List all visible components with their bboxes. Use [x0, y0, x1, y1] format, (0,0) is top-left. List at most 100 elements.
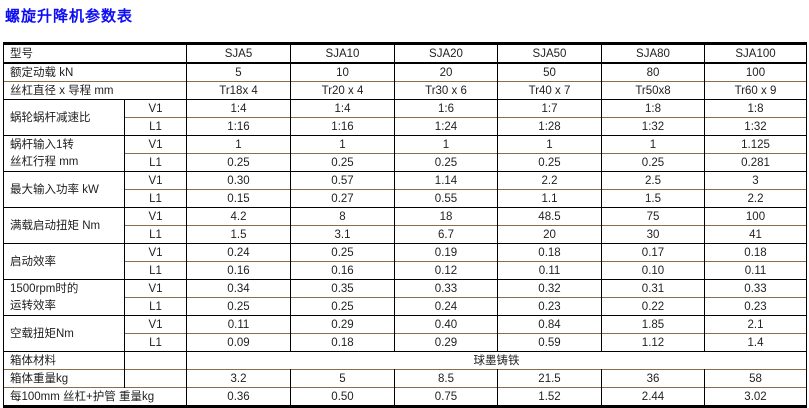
- value-cell: 48.5: [497, 207, 602, 226]
- table-row: 箱体重量kg 3.2 5 8.5 21.5 36 58: [3, 369, 807, 388]
- value-cell: 0.27: [290, 189, 395, 208]
- value-cell: 0.19: [394, 243, 498, 262]
- value-cell: 1:32: [601, 117, 705, 136]
- value-cell: 0.40: [394, 315, 498, 334]
- value-cell: 0.25: [290, 153, 395, 172]
- value-cell: 0.25: [186, 297, 291, 316]
- table-row: L1 0.15 0.27 0.55 1.1 1.5 2.2: [4, 189, 807, 208]
- value-cell: 1:8: [704, 99, 807, 118]
- value-cell: 1:6: [394, 99, 498, 118]
- row-label-cell: 每100mm 丝杠+护管 重量kg: [3, 387, 187, 407]
- value-cell: 1.4: [704, 333, 807, 352]
- value-cell: 0.09: [186, 333, 291, 352]
- value-cell: 0.25: [601, 153, 705, 172]
- model-header-cell: SJA100: [704, 43, 807, 64]
- value-cell: 58: [704, 369, 807, 388]
- speed-variant-cell: L1: [124, 225, 187, 244]
- value-cell: 3.2: [186, 369, 291, 388]
- value-cell: 0.25: [186, 153, 291, 172]
- table-row: 额定动载 kN 5 10 20 50 80 100: [3, 62, 807, 82]
- value-cell: 20: [394, 62, 498, 82]
- value-cell: 1.14: [394, 171, 498, 190]
- value-cell: 1:4: [290, 99, 395, 118]
- value-cell: 4.2: [186, 207, 291, 226]
- value-cell: Tr60 x 9: [704, 81, 807, 100]
- value-cell: 5: [186, 62, 291, 82]
- value-cell: 0.84: [497, 315, 602, 334]
- value-cell: 0.23: [497, 297, 602, 316]
- table-row: L1 0.09 0.18 0.29 0.59 1.12 1.4: [4, 333, 807, 352]
- value-cell: 0.15: [186, 189, 291, 208]
- value-cell: 1:16: [290, 117, 395, 136]
- table-row: L1 0.16 0.16 0.12 0.11 0.10 0.11: [4, 261, 807, 280]
- value-cell: 0.16: [290, 261, 395, 280]
- value-cell: 1: [290, 135, 395, 154]
- value-cell: 1:28: [497, 117, 602, 136]
- row-label-cell: 型号: [3, 43, 187, 64]
- value-cell: 1:16: [186, 117, 291, 136]
- value-cell: Tr18x 4: [186, 81, 291, 100]
- value-cell: 0.59: [497, 333, 602, 352]
- speed-variant-cell: L1: [124, 333, 187, 352]
- row-label-cell: 满载启动扭矩 Nm: [3, 207, 125, 244]
- value-cell: 1:7: [497, 99, 602, 118]
- value-cell: 0.29: [394, 333, 498, 352]
- value-cell: 0.29: [290, 315, 395, 334]
- value-cell: 21.5: [497, 369, 602, 388]
- value-cell: 20: [497, 225, 602, 244]
- value-cell: 1: [601, 135, 705, 154]
- value-cell: 0.11: [186, 315, 291, 334]
- model-header-cell: SJA10: [290, 43, 395, 64]
- table-row: L1 0.25 0.25 0.24 0.23 0.22 0.23: [4, 297, 807, 316]
- value-cell: 0.18: [290, 333, 395, 352]
- speed-variant-cell: V1: [124, 279, 187, 298]
- value-cell: 1:24: [394, 117, 498, 136]
- model-header-cell: SJA50: [497, 43, 602, 64]
- value-cell: 100: [704, 62, 807, 82]
- table-row: 启动效率 V1 0.24 0.25 0.19 0.18 0.17 0.18: [3, 243, 807, 280]
- params-table-body: 型号 SJA5 SJA10 SJA20 SJA50 SJA80 SJA100 额定动载 kN 5…: [3, 43, 807, 407]
- value-cell: 80: [601, 62, 705, 82]
- table-row: 箱体材料 球墨铸铁: [3, 351, 807, 370]
- row-label-cell: 启动效率: [3, 243, 125, 280]
- value-cell: 2.44: [601, 387, 705, 407]
- value-cell: 球墨铸铁: [186, 351, 807, 370]
- value-cell: 0.11: [497, 261, 602, 280]
- value-cell: 3: [704, 171, 807, 190]
- value-cell: 0.24: [186, 243, 291, 262]
- speed-variant-cell: L1: [124, 189, 187, 208]
- value-cell: 0.11: [704, 261, 807, 280]
- row-label-cell: 额定动载 kN: [3, 62, 187, 82]
- value-cell: 2.1: [704, 315, 807, 334]
- table-row: 蜗轮蜗杆减速比 V1 1:4 1:4 1:6 1:7 1:8 1:8: [3, 99, 807, 136]
- speed-variant-cell: V1: [124, 171, 187, 190]
- value-cell: 50: [497, 62, 602, 82]
- value-cell: 1.5: [601, 189, 705, 208]
- table-row: 最大输入功率 kW V1 0.30 0.57 1.14 2.2 2.5 3: [3, 171, 807, 208]
- value-cell: 1.85: [601, 315, 705, 334]
- value-cell: 0.30: [186, 171, 291, 190]
- speed-variant-cell: [124, 369, 187, 388]
- value-cell: 1: [497, 135, 602, 154]
- value-cell: 1:8: [601, 99, 705, 118]
- value-cell: 0.31: [601, 279, 705, 298]
- value-cell: 0.55: [394, 189, 498, 208]
- value-cell: 0.33: [704, 279, 807, 298]
- value-cell: 0.16: [186, 261, 291, 280]
- value-cell: 30: [601, 225, 705, 244]
- value-cell: 0.57: [290, 171, 395, 190]
- table-row: 丝杠直径 x 导程 mm Tr18x 4 Tr20 x 4 Tr30 x 6 Tr40 …: [3, 81, 807, 100]
- value-cell: 0.22: [601, 297, 705, 316]
- row-label-cell: 最大输入功率 kW: [3, 171, 125, 208]
- value-cell: 0.10: [601, 261, 705, 280]
- value-cell: Tr20 x 4: [290, 81, 395, 100]
- value-cell: 1:32: [704, 117, 807, 136]
- value-cell: 10: [290, 62, 395, 82]
- value-cell: 1: [186, 135, 291, 154]
- value-cell: 2.2: [704, 189, 807, 208]
- value-cell: 1.5: [186, 225, 291, 244]
- row-label-cell: 丝杠直径 x 导程 mm: [3, 81, 187, 100]
- value-cell: 0.50: [290, 387, 395, 407]
- value-cell: 0.12: [394, 261, 498, 280]
- row-label-cell: 箱体重量kg: [3, 369, 125, 388]
